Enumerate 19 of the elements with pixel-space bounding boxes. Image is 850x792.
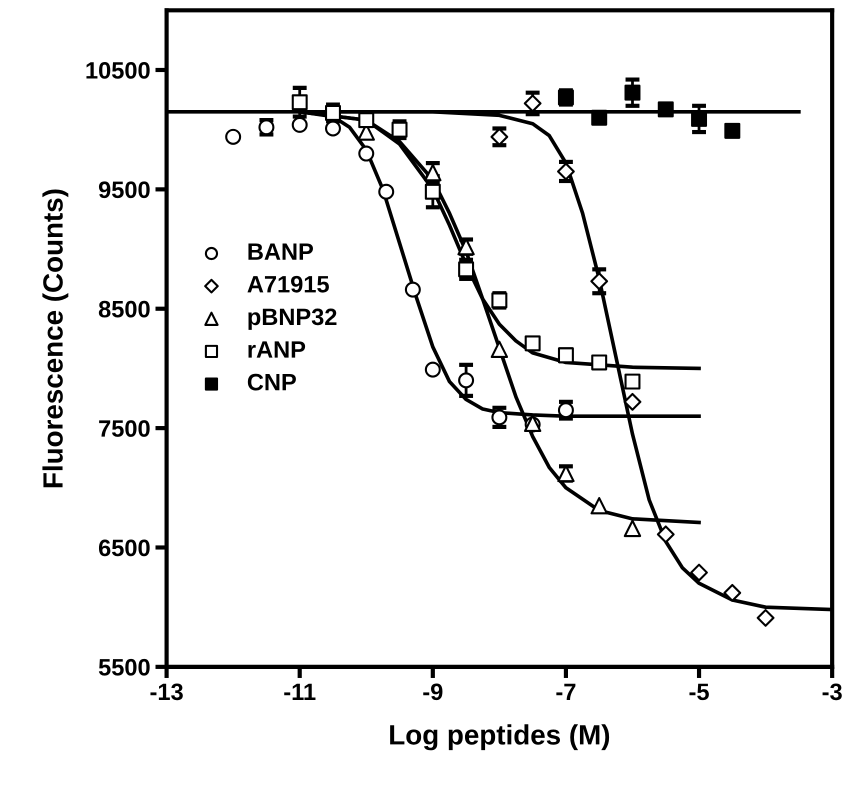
y-tick-label: 8500 bbox=[98, 300, 150, 318]
y-tick-label: 7500 bbox=[99, 420, 150, 437]
legend-label: CNP bbox=[248, 374, 296, 390]
y-tick-label: 9500 bbox=[98, 181, 150, 198]
y-tick-label: 6500 bbox=[98, 540, 150, 556]
legend-label: rANP bbox=[248, 341, 306, 358]
y-tick-label: 5500 bbox=[98, 658, 150, 676]
legend-label: A71915 bbox=[247, 276, 329, 293]
y-tick-label: 10500 bbox=[86, 62, 150, 79]
x-tick-label: -5 bbox=[689, 684, 709, 700]
x-tick-label: -7 bbox=[556, 684, 576, 700]
x-tick-label: -9 bbox=[423, 683, 442, 700]
x-tick-label: -11 bbox=[284, 684, 316, 700]
legend-label: BANP bbox=[248, 243, 313, 260]
x-tick-label: -3 bbox=[822, 683, 842, 700]
x-tick-label: -13 bbox=[150, 683, 183, 700]
x-axis-title: Log peptides (M) bbox=[390, 724, 610, 750]
y-axis-title: Fluorescence (Counts) bbox=[42, 189, 68, 488]
legend-label: pBNP32 bbox=[248, 308, 336, 330]
